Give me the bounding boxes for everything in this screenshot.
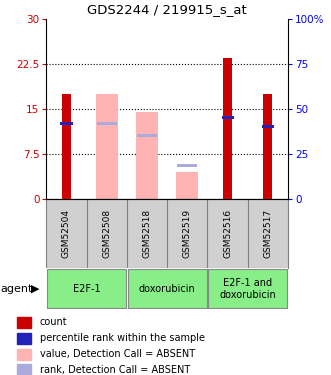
Bar [137,134,157,137]
Text: value, Detection Call = ABSENT: value, Detection Call = ABSENT [40,349,195,359]
Bar [17,348,31,360]
Text: GSM52519: GSM52519 [183,209,192,258]
Text: E2F-1 and
doxorubicin: E2F-1 and doxorubicin [219,278,276,300]
Bar [177,164,197,167]
Text: ▶: ▶ [31,284,40,294]
Text: GSM52516: GSM52516 [223,209,232,258]
FancyBboxPatch shape [208,269,287,308]
FancyBboxPatch shape [47,269,126,308]
Bar [17,364,31,375]
Text: doxorubicin: doxorubicin [139,284,196,294]
Bar [263,94,272,199]
Text: count: count [40,317,67,327]
Bar [96,94,118,199]
Text: GSM52518: GSM52518 [143,209,152,258]
Bar [136,112,158,199]
Bar [61,122,72,125]
Text: GSM52508: GSM52508 [102,209,111,258]
Text: rank, Detection Call = ABSENT: rank, Detection Call = ABSENT [40,365,190,375]
FancyBboxPatch shape [128,269,207,308]
Text: GSM52517: GSM52517 [263,209,272,258]
Bar [97,122,117,125]
Title: GDS2244 / 219915_s_at: GDS2244 / 219915_s_at [87,3,247,16]
Bar [176,172,198,199]
Bar [17,333,31,344]
Text: agent: agent [0,284,32,294]
Bar [223,58,232,199]
Bar [262,125,274,128]
Bar [17,316,31,328]
Bar [221,116,234,119]
Bar [62,94,71,199]
Text: GSM52504: GSM52504 [62,209,71,258]
Text: percentile rank within the sample: percentile rank within the sample [40,333,205,344]
Text: E2F-1: E2F-1 [73,284,100,294]
